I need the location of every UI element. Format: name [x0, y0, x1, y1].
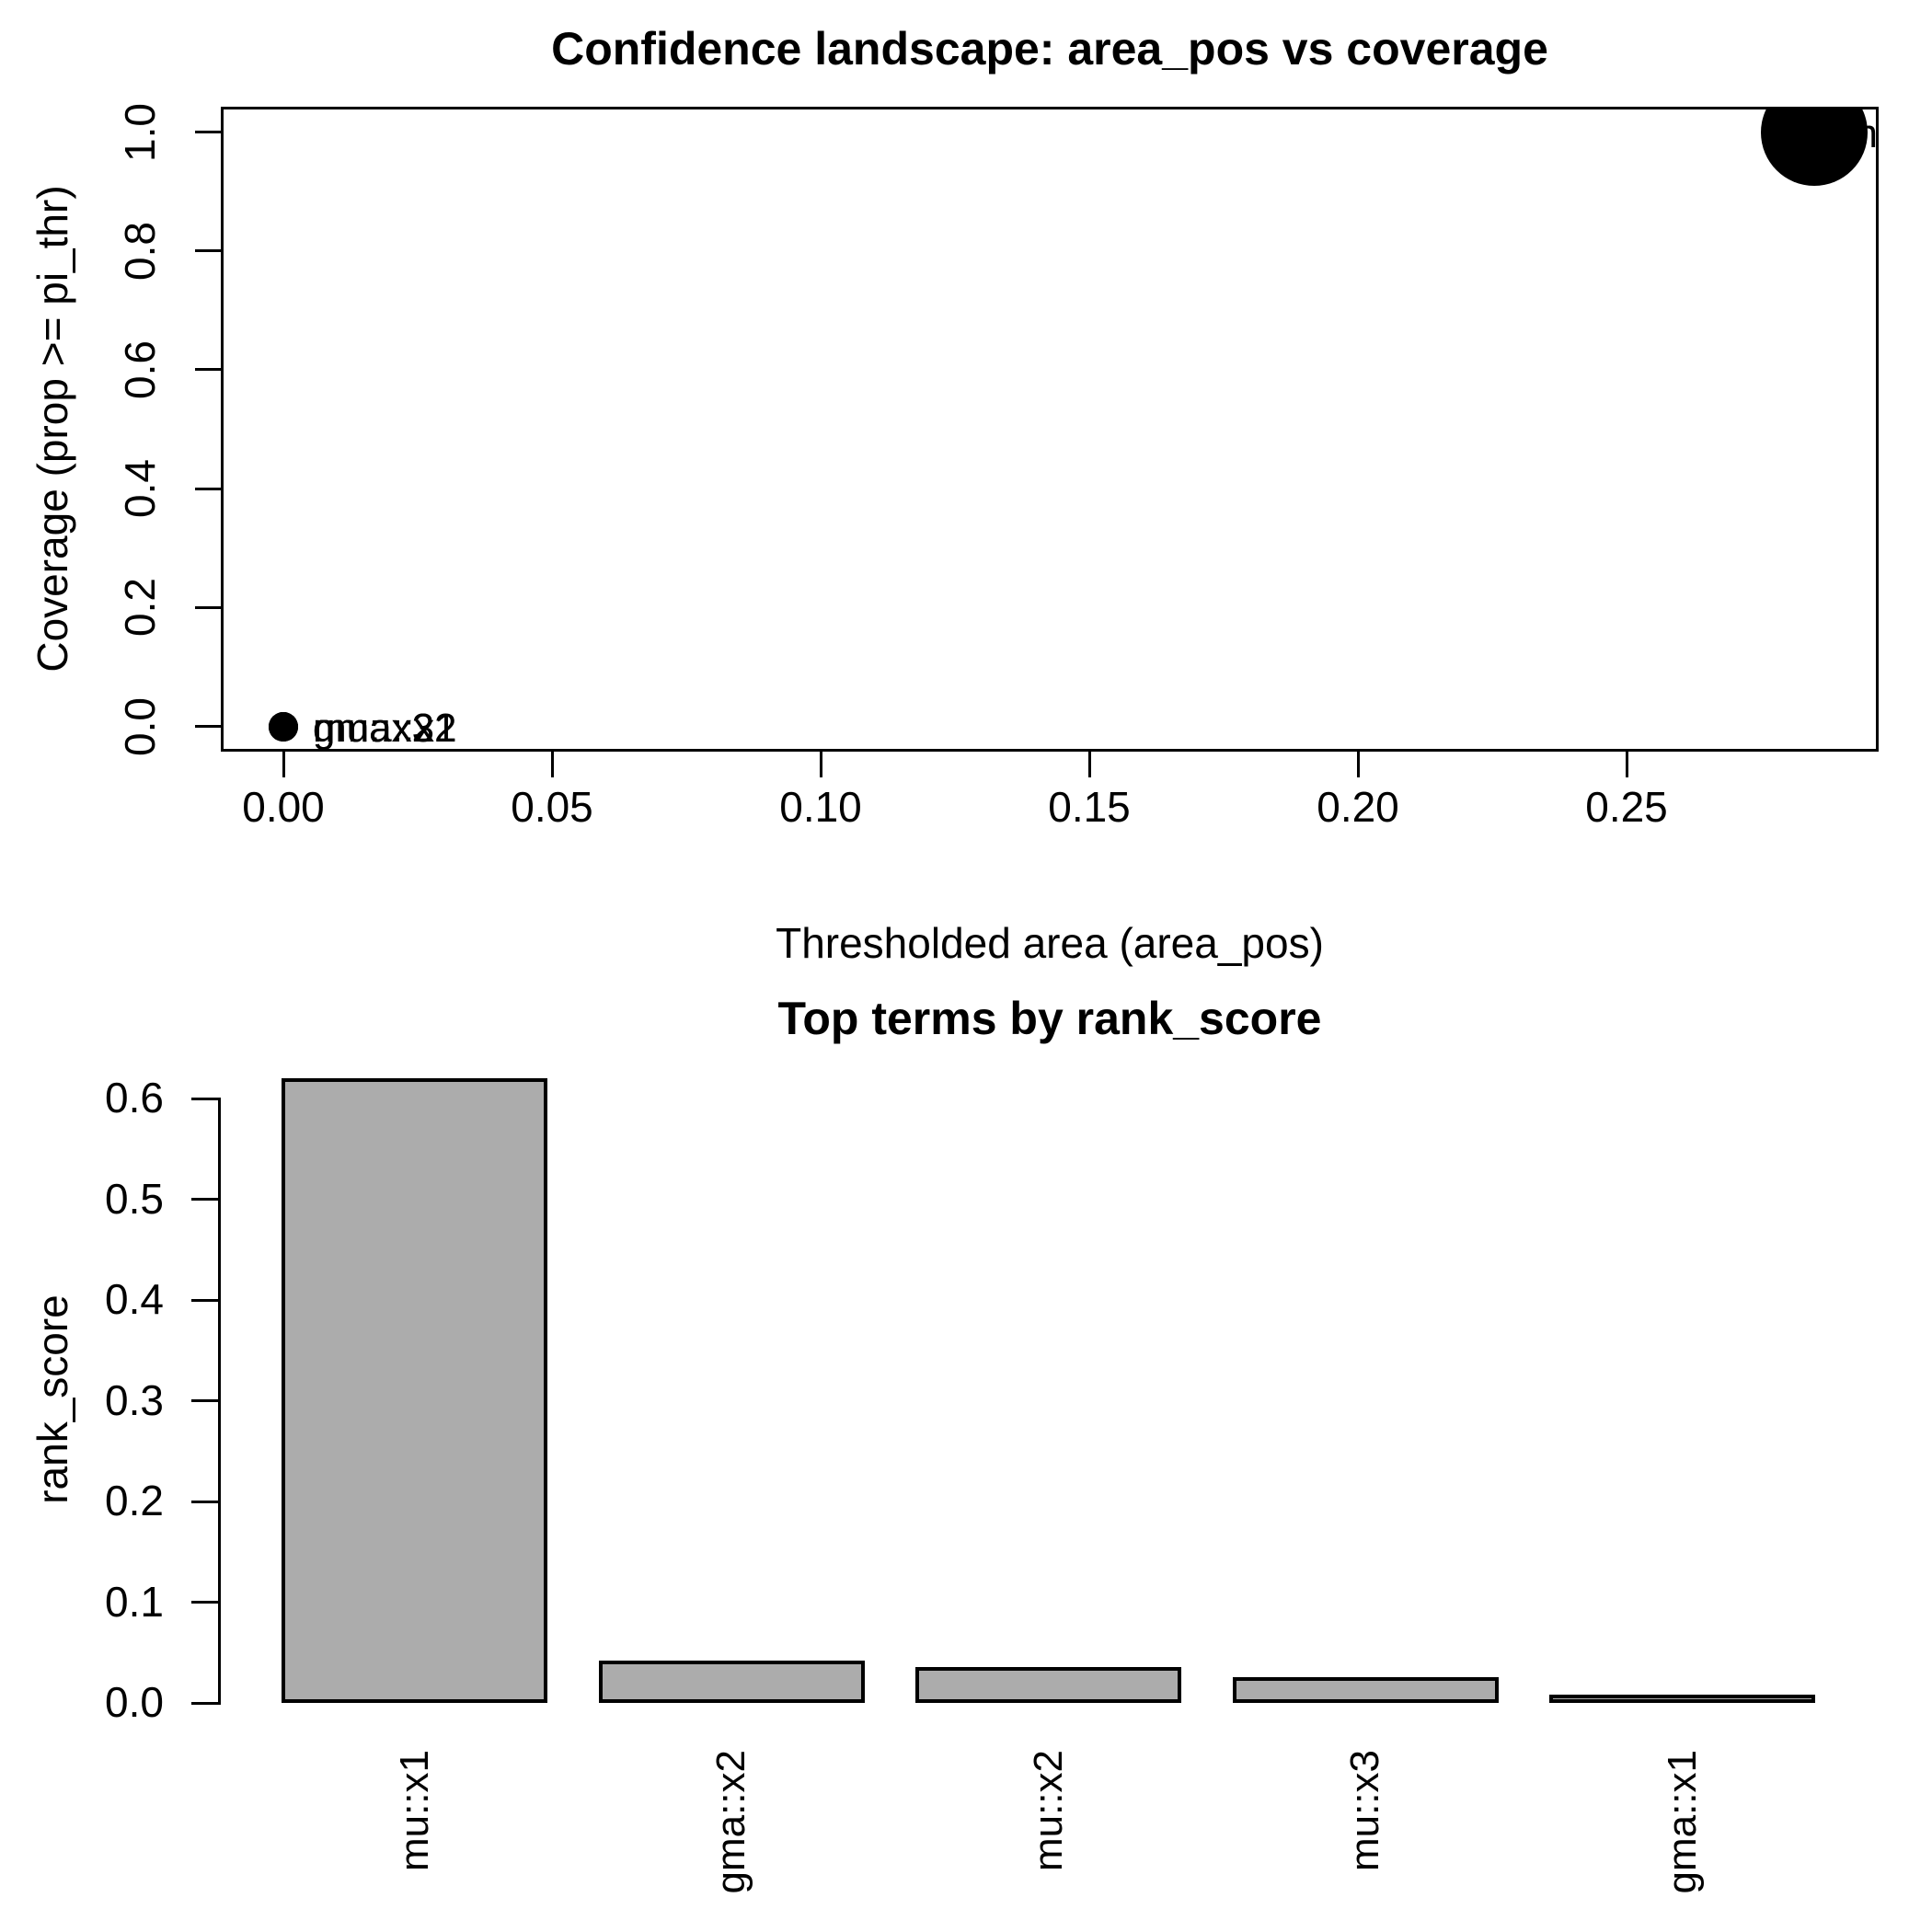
bar-y-tick-mark [191, 1298, 218, 1302]
scatter-point-label: gma::x2 [313, 705, 457, 750]
x-tick-mark [1356, 752, 1360, 777]
bar-category-label: mu::x3 [1342, 1750, 1387, 1872]
y-tick-mark [195, 131, 221, 133]
bar-title: Top terms by rank_score [777, 993, 1322, 1044]
x-tick-label: 0.25 [1585, 783, 1668, 831]
bar-category-label: gma::x2 [708, 1750, 753, 1894]
bar-y-tick-mark [191, 1601, 218, 1604]
x-tick-mark [1087, 752, 1091, 777]
x-tick-label: 0.00 [242, 783, 325, 831]
scatter-point [269, 711, 298, 742]
x-tick-mark [819, 752, 822, 777]
bar-y-tick-mark [191, 1097, 218, 1100]
bar-y-tick-label: 0.6 [105, 1073, 164, 1121]
x-tick-label: 0.15 [1048, 783, 1131, 831]
bar-y-tick-label: 0.4 [105, 1274, 164, 1323]
bar-y-tick-label: 0.0 [105, 1677, 164, 1726]
bar-y-axis-line [218, 1097, 221, 1705]
bar-category-label: mu::x2 [1025, 1750, 1071, 1872]
bar-y-tick-mark [191, 1198, 218, 1201]
bar-category-label: gma::x1 [1659, 1750, 1705, 1894]
x-tick-label: 0.20 [1317, 783, 1399, 831]
y-tick-label: 0.6 [116, 339, 164, 399]
scatter-point-label: mu::x2 [313, 705, 435, 750]
scatter-point-label: mu::x1 [1844, 110, 1876, 156]
x-tick-mark [1625, 752, 1628, 777]
scatter-point-label: gma::x1 [313, 705, 457, 750]
scatter-plot-box [221, 107, 1879, 752]
bar [1549, 1695, 1815, 1703]
bar-y-tick-label: 0.5 [105, 1174, 164, 1223]
y-tick-label: 0.2 [116, 578, 164, 638]
y-tick-label: 0.8 [116, 221, 164, 281]
y-tick-label: 0.0 [116, 696, 164, 756]
x-tick-label: 0.05 [511, 783, 593, 831]
y-tick-mark [195, 725, 221, 728]
bar [915, 1667, 1181, 1703]
x-tick-mark [550, 752, 554, 777]
bar-y-tick-mark [191, 1701, 218, 1705]
bar-y-tick-label: 0.1 [105, 1577, 164, 1626]
scatter-x-axis-title: Thresholded area (area_pos) [776, 919, 1324, 967]
bar-y-tick-mark [191, 1500, 218, 1503]
bar [282, 1078, 547, 1703]
bar-y-tick-mark [191, 1399, 218, 1402]
x-tick-label: 0.10 [779, 783, 862, 831]
bar-y-axis-title: rank_score [29, 1294, 76, 1504]
bar [1232, 1677, 1499, 1703]
y-tick-label: 0.4 [116, 459, 164, 519]
x-tick-mark [282, 752, 285, 777]
scatter-point-label: mu::x3 [313, 705, 435, 750]
bar-y-tick-label: 0.3 [105, 1375, 164, 1424]
bar-y-tick-label: 0.2 [105, 1476, 164, 1524]
scatter-y-axis-title: Coverage (prop >= pi_thr) [29, 185, 76, 673]
y-tick-mark [195, 605, 221, 609]
y-tick-mark [195, 368, 221, 372]
y-tick-mark [195, 249, 221, 253]
scatter-title: Confidence landscape: area_pos vs covera… [551, 23, 1548, 75]
y-tick-label: 1.0 [116, 102, 164, 162]
y-tick-mark [195, 487, 221, 490]
bar [598, 1661, 865, 1703]
bar-category-label: mu::x1 [391, 1750, 437, 1872]
